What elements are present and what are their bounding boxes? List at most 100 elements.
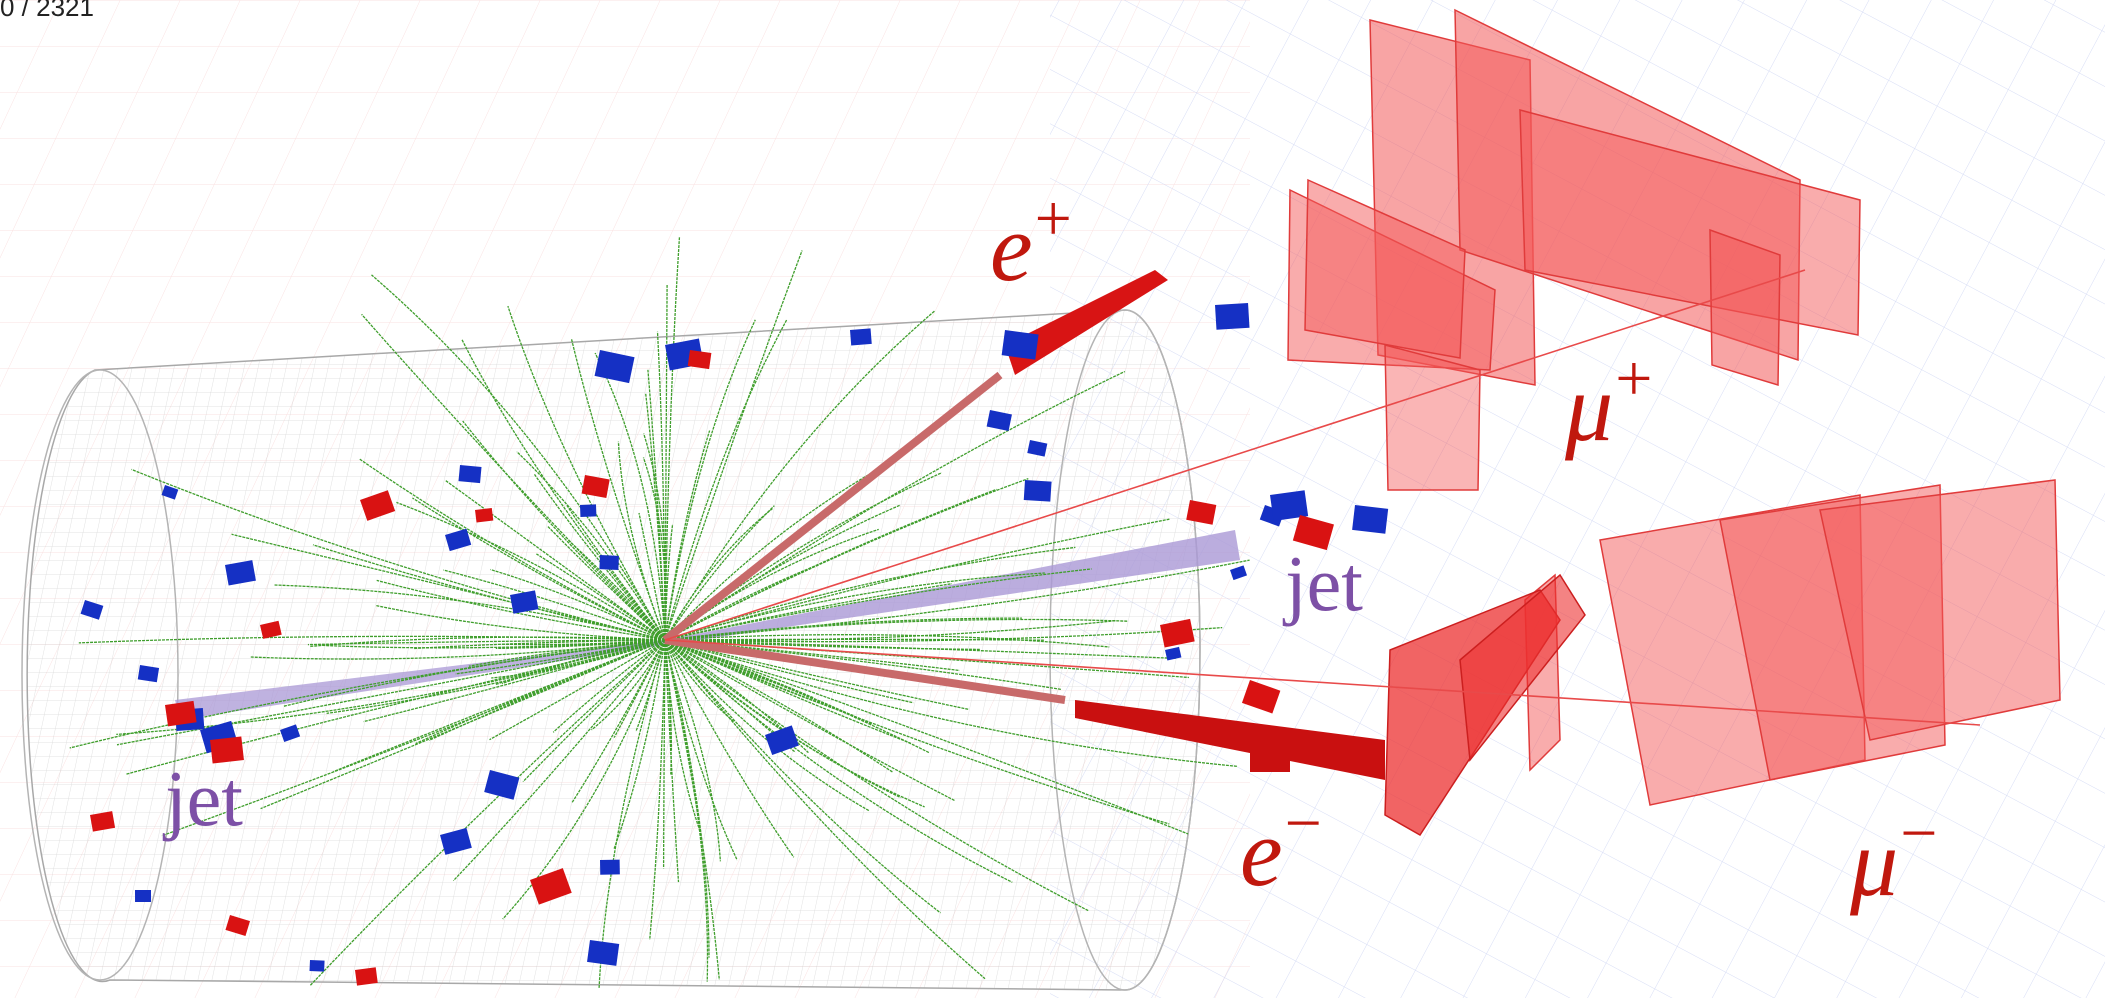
charged-track (617, 441, 666, 641)
charged-track (664, 634, 1110, 648)
charged-track (664, 250, 803, 641)
charged-track (594, 352, 666, 641)
charged-track (501, 639, 666, 646)
charged-track (647, 369, 666, 641)
charged-track (664, 568, 1092, 641)
charged-track (319, 639, 666, 649)
charged-track (359, 458, 666, 641)
charged-track (664, 639, 914, 704)
hadronic-tower (309, 960, 325, 972)
charged-track (522, 639, 666, 783)
charged-track (664, 639, 930, 754)
charged-track (664, 639, 956, 802)
em-tower (1241, 679, 1281, 714)
em-tower (260, 620, 282, 639)
charged-track (455, 639, 666, 675)
muon-chambers-upper (1287, 8, 1861, 491)
charged-track (664, 477, 1029, 641)
charged-track (664, 639, 1177, 660)
hadronic-tower (445, 528, 472, 552)
electron-negative-track (664, 636, 1066, 704)
charged-track (664, 639, 911, 744)
charged-track (375, 604, 666, 641)
label-jet-left: jet (165, 755, 243, 842)
em-tower (225, 914, 250, 937)
charged-track (664, 319, 756, 641)
charged-track (507, 305, 666, 641)
em-tower (1160, 618, 1195, 648)
charged-track (664, 583, 953, 641)
charged-track (664, 319, 788, 641)
charged-track (664, 639, 894, 773)
label-electron: e− (1240, 787, 1322, 906)
charged-track (664, 505, 775, 641)
charged-track (489, 639, 666, 741)
charged-track (664, 639, 710, 958)
charged-track (664, 639, 986, 980)
charged-track (664, 639, 1013, 883)
charged-tracks (69, 236, 1250, 988)
hadronic-tower (510, 590, 539, 614)
charged-track (490, 568, 666, 641)
charged-track (161, 639, 666, 837)
charged-track (645, 393, 666, 641)
em-tower (165, 700, 197, 727)
hadronic-tower (80, 600, 104, 620)
charged-track (461, 339, 666, 641)
charged-track (638, 512, 666, 641)
charged-track (664, 310, 936, 641)
hadronic-tower (458, 465, 482, 484)
charged-track (649, 639, 666, 940)
charged-track (443, 569, 666, 641)
charged-track (571, 639, 666, 804)
em-tower (90, 811, 116, 832)
charged-track (664, 639, 941, 914)
charged-track (552, 639, 666, 733)
hadronic-tower (594, 350, 635, 384)
muon-chamber-endcap (1384, 573, 1586, 837)
em-deposit-electron (1075, 700, 1385, 780)
hadronic-tower (765, 725, 799, 756)
charged-track (533, 474, 666, 641)
hadronic-tower (225, 560, 256, 586)
charged-track (664, 639, 795, 858)
charged-track (376, 579, 666, 641)
charged-track (664, 639, 722, 862)
electron-positive-track (662, 371, 1003, 644)
charged-track (309, 639, 666, 987)
hadronic-tower (1027, 439, 1048, 457)
jet-cone-left (175, 640, 665, 720)
charged-track (664, 639, 1062, 691)
charged-track (131, 468, 666, 641)
em-tower (355, 967, 378, 986)
charged-track (231, 533, 666, 641)
hadronic-tower (1352, 504, 1389, 534)
hadronic-tower (484, 770, 520, 800)
em-tower (581, 475, 610, 498)
hadronic-tower (587, 940, 620, 966)
charged-track (664, 639, 720, 980)
charged-track (664, 236, 681, 641)
hadronic-tower (440, 827, 472, 855)
charged-track (363, 639, 666, 723)
charged-track (664, 618, 1129, 641)
charged-track (452, 639, 666, 882)
charged-track (415, 639, 666, 745)
charged-track (516, 451, 666, 641)
hadronic-tower (137, 665, 160, 683)
label-jet-right: jet (1285, 540, 1363, 627)
muon-positive-track (664, 269, 1806, 641)
em-tower (474, 507, 494, 523)
em-tower (1186, 500, 1217, 525)
charged-track (307, 639, 666, 646)
charged-track (664, 638, 1044, 641)
charged-track (613, 639, 666, 850)
charged-track (445, 480, 666, 641)
charged-track (664, 639, 1189, 835)
label-positron: e+ (990, 182, 1072, 301)
hadronic-tower (599, 555, 619, 571)
charged-track (396, 501, 666, 641)
hadronic-tower (1230, 565, 1248, 581)
charged-track (635, 639, 666, 732)
hadronic-tower (1215, 303, 1250, 330)
